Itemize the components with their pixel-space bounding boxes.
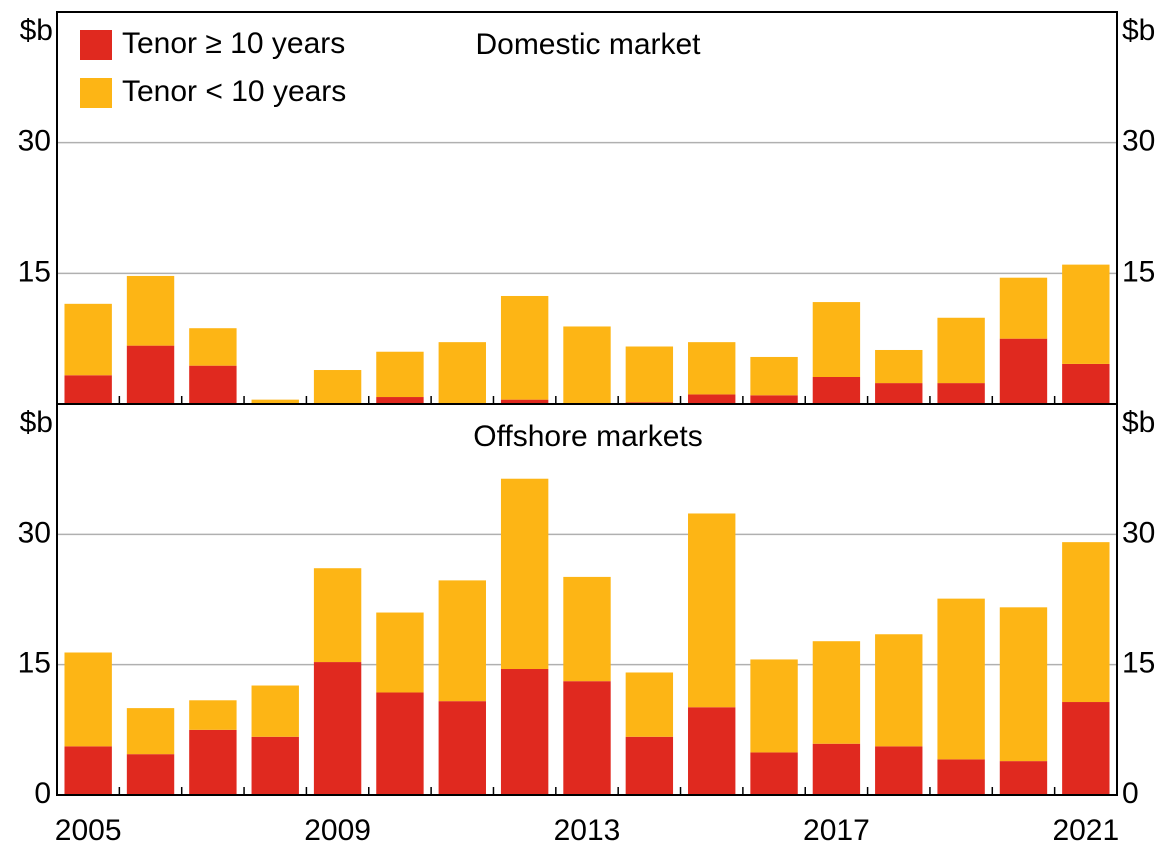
y-tick-label-right: 30	[1122, 516, 1155, 549]
legend-swatch	[80, 30, 112, 60]
bar-segment	[688, 707, 736, 795]
bar-segment	[999, 607, 1048, 762]
bar-segment	[1062, 363, 1110, 404]
bar-segment	[313, 568, 362, 663]
bar-segment	[875, 634, 923, 747]
bar-segment	[937, 317, 985, 384]
bar-segment	[376, 397, 424, 404]
y-tick-label: 30	[18, 125, 51, 158]
bar-segment	[937, 759, 985, 795]
bar-segment	[438, 701, 486, 795]
bar-segment	[625, 736, 674, 795]
bar-segment	[625, 672, 674, 737]
bar-segment	[875, 383, 923, 404]
panel-frame	[56, 403, 1118, 796]
bar-segment	[688, 513, 736, 708]
bar-segment	[313, 370, 362, 404]
x-tick-label: 2005	[55, 814, 122, 847]
bar-segment	[563, 576, 611, 682]
bar-segment	[999, 761, 1048, 795]
bar-segment	[64, 375, 112, 404]
bar-segment	[376, 612, 424, 693]
bar-segment	[189, 729, 237, 795]
panel-title: Domestic market	[475, 28, 701, 61]
bar-segment	[189, 700, 237, 730]
bar-segment	[812, 302, 861, 377]
y-tick-label: 15	[18, 647, 51, 680]
bar-segment	[875, 349, 923, 384]
bar-segment	[500, 669, 549, 795]
x-tick-label: 2009	[304, 814, 371, 847]
bar-segment	[688, 342, 736, 395]
bar-segment	[438, 342, 486, 404]
bar-segment	[126, 345, 175, 404]
bar-segment	[1062, 542, 1110, 703]
bar-segment	[376, 351, 424, 398]
bar-segment	[563, 681, 611, 795]
y-tick-label: 0	[34, 777, 51, 810]
bar-segment	[126, 708, 175, 755]
bar-segment	[812, 641, 861, 744]
bar-segment	[812, 743, 861, 795]
bar-segment	[126, 275, 175, 346]
bar-segment	[563, 326, 611, 404]
y-unit-right: $b	[1122, 406, 1155, 439]
bar-segment	[937, 383, 985, 404]
bar-segment	[625, 346, 674, 403]
bar-segment	[500, 295, 549, 400]
bar-segment	[438, 580, 486, 702]
bar-segment	[1062, 702, 1110, 795]
bar-segment	[875, 746, 923, 795]
bar-segment	[64, 652, 112, 747]
legend-label: Tenor ≥ 10 years	[122, 27, 345, 60]
bar-segment	[999, 338, 1048, 404]
bar-segment	[500, 478, 549, 670]
bar-segment	[750, 395, 798, 404]
y-tick-label: 15	[18, 255, 51, 288]
bar-segment	[1062, 264, 1110, 364]
bar-segment	[126, 754, 175, 795]
y-tick-label-right: 15	[1122, 647, 1155, 680]
bar-segment	[189, 328, 237, 366]
bar-segment	[64, 303, 112, 376]
y-unit: $b	[20, 14, 53, 47]
x-tick-label: 2013	[554, 814, 621, 847]
bar-segment	[500, 399, 549, 404]
y-unit-right: $b	[1122, 14, 1155, 47]
legend-label: Tenor < 10 years	[122, 75, 346, 108]
x-tick-label: 2017	[803, 814, 870, 847]
bar-segment	[251, 399, 299, 404]
y-tick-label-right: 30	[1122, 125, 1155, 158]
bar-segment	[688, 394, 736, 404]
bar-segment	[812, 376, 861, 404]
bar-segment	[750, 659, 798, 753]
bar-segment	[251, 736, 299, 795]
bar-segment	[189, 365, 237, 404]
y-tick-label-right: 0	[1122, 777, 1139, 810]
x-tick-label: 2021	[1052, 814, 1119, 847]
bar-segment	[64, 746, 112, 795]
bar-segment	[750, 752, 798, 795]
bar-segment	[251, 685, 299, 737]
y-unit: $b	[20, 406, 53, 439]
bar-segment	[376, 692, 424, 795]
bar-segment	[750, 356, 798, 396]
legend-swatch	[80, 78, 112, 108]
y-tick-label-right: 15	[1122, 255, 1155, 288]
bar-segment	[999, 277, 1048, 339]
bar-segment	[313, 662, 362, 795]
panel-title: Offshore markets	[473, 420, 703, 453]
bar-segment	[937, 598, 985, 760]
y-tick-label: 30	[18, 516, 51, 549]
